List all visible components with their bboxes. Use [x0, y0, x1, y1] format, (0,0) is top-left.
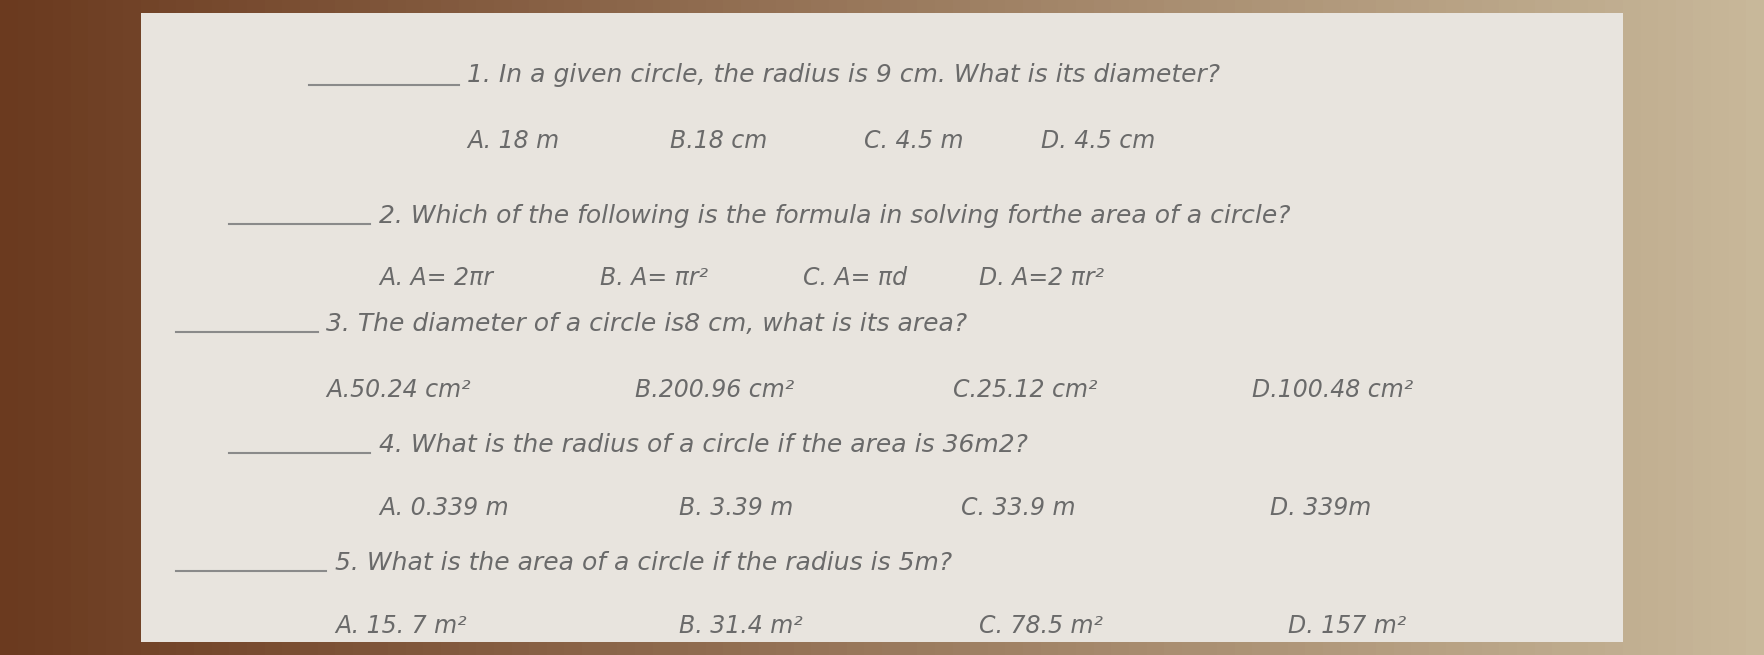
- Text: 2. Which of the following is the formula in solving forthe area of a circle?: 2. Which of the following is the formula…: [379, 204, 1291, 228]
- Text: 3. The diameter of a circle is8 cm, what is its area?: 3. The diameter of a circle is8 cm, what…: [326, 312, 967, 336]
- Text: D. A=2 πr²: D. A=2 πr²: [979, 267, 1104, 290]
- Text: A. A= 2πr: A. A= 2πr: [379, 267, 494, 290]
- Text: D. 157 m²: D. 157 m²: [1288, 614, 1406, 637]
- Text: C.25.12 cm²: C.25.12 cm²: [953, 378, 1097, 402]
- Text: 1. In a given circle, the radius is 9 cm. What is its diameter?: 1. In a given circle, the radius is 9 cm…: [467, 64, 1221, 87]
- Text: A. 18 m: A. 18 m: [467, 129, 559, 153]
- Text: D. 4.5 cm: D. 4.5 cm: [1041, 129, 1155, 153]
- FancyBboxPatch shape: [141, 13, 1623, 642]
- Text: C. 4.5 m: C. 4.5 m: [864, 129, 963, 153]
- Text: C. 33.9 m: C. 33.9 m: [961, 496, 1076, 519]
- Text: A. 0.339 m: A. 0.339 m: [379, 496, 508, 519]
- Text: C. 78.5 m²: C. 78.5 m²: [979, 614, 1102, 637]
- Text: B.200.96 cm²: B.200.96 cm²: [635, 378, 794, 402]
- Text: B. A= πr²: B. A= πr²: [600, 267, 707, 290]
- Text: 5. What is the area of a circle if the radius is 5m?: 5. What is the area of a circle if the r…: [335, 552, 953, 575]
- Text: D.100.48 cm²: D.100.48 cm²: [1252, 378, 1413, 402]
- Text: B. 3.39 m: B. 3.39 m: [679, 496, 794, 519]
- Text: A.50.24 cm²: A.50.24 cm²: [326, 378, 471, 402]
- Text: B. 31.4 m²: B. 31.4 m²: [679, 614, 803, 637]
- Text: D. 339m: D. 339m: [1270, 496, 1371, 519]
- Text: 4. What is the radius of a circle if the area is 36m2?: 4. What is the radius of a circle if the…: [379, 434, 1028, 457]
- Text: A. 15. 7 m²: A. 15. 7 m²: [335, 614, 467, 637]
- Text: B.18 cm: B.18 cm: [670, 129, 767, 153]
- Text: C. A= πd: C. A= πd: [803, 267, 907, 290]
